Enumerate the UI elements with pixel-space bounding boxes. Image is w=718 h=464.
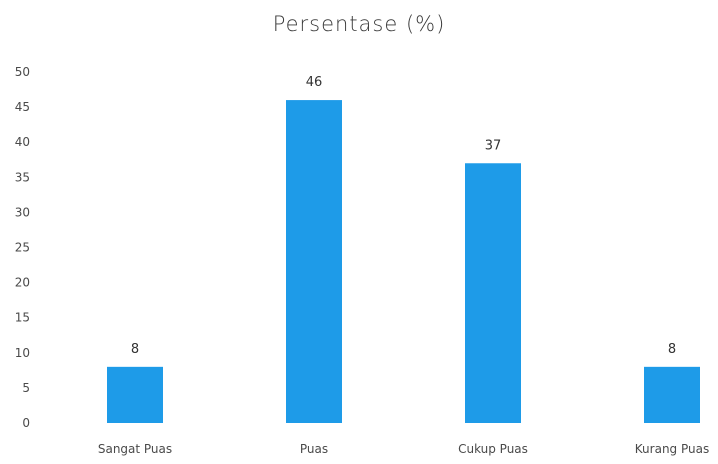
- y-tick-label: 5: [22, 381, 30, 395]
- data-label: 8: [668, 342, 676, 357]
- data-label: 8: [131, 342, 139, 357]
- data-labels: 8 46 37 8: [131, 75, 676, 357]
- y-tick-label: 40: [15, 135, 30, 149]
- y-tick-label: 15: [15, 311, 30, 325]
- y-tick-label: 20: [15, 276, 30, 290]
- bar: [465, 163, 521, 423]
- y-axis-ticks: 0 5 10 15 20 25 30 35 40 45 50: [15, 65, 30, 430]
- bars: [107, 100, 700, 423]
- category-label: Kurang Puas: [635, 442, 709, 456]
- bar: [644, 366, 700, 423]
- y-tick-label: 25: [15, 241, 30, 255]
- category-label: Puas: [300, 442, 328, 456]
- data-label: 37: [485, 138, 502, 153]
- y-tick-label: 10: [15, 346, 30, 360]
- bar: [286, 100, 342, 423]
- bar: [107, 366, 163, 423]
- y-tick-label: 35: [15, 170, 30, 184]
- y-tick-label: 0: [22, 416, 30, 430]
- category-label: Cukup Puas: [458, 442, 528, 456]
- y-tick-label: 30: [15, 205, 30, 219]
- data-label: 46: [306, 75, 323, 90]
- category-labels: Sangat Puas Puas Cukup Puas Kurang Puas: [98, 442, 709, 456]
- y-tick-label: 50: [15, 65, 30, 79]
- category-label: Sangat Puas: [98, 442, 172, 456]
- chart-title: Persentase (%): [272, 12, 446, 36]
- y-tick-label: 45: [15, 100, 30, 114]
